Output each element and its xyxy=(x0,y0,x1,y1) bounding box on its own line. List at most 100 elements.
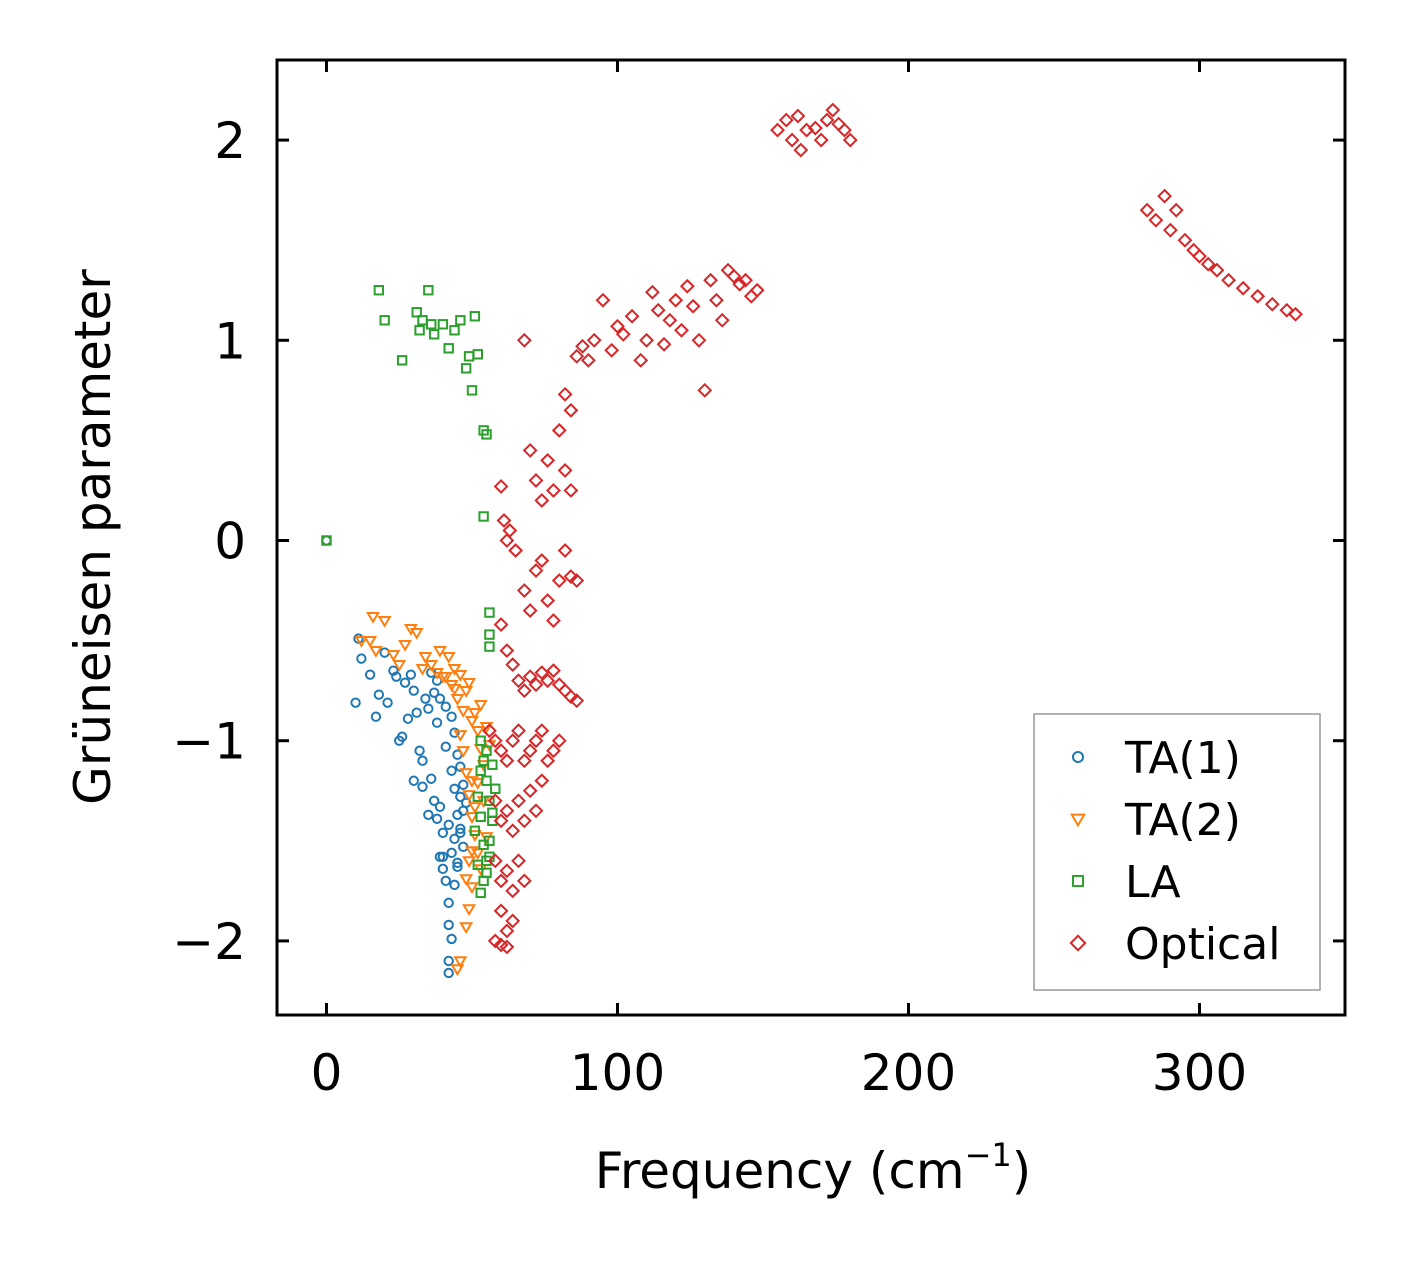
data-point xyxy=(546,483,561,498)
data-point xyxy=(440,741,451,752)
data-point xyxy=(434,851,446,863)
data-point xyxy=(546,663,561,679)
data-point xyxy=(528,803,544,819)
data-point xyxy=(373,689,385,700)
data-point xyxy=(709,292,724,308)
data-point xyxy=(449,879,460,891)
data-point xyxy=(487,807,498,818)
data-point xyxy=(434,801,446,812)
data-point xyxy=(819,112,835,128)
data-point xyxy=(356,653,367,664)
data-point xyxy=(458,779,469,790)
data-point xyxy=(482,723,497,739)
data-point xyxy=(460,363,472,374)
data-point xyxy=(443,819,454,831)
data-point xyxy=(528,473,544,488)
x-axis-label: Frequency (cm−1) xyxy=(595,1136,1032,1200)
data-point xyxy=(456,706,471,718)
data-point xyxy=(505,657,521,673)
data-point xyxy=(1288,306,1303,322)
data-point xyxy=(472,859,483,871)
data-point xyxy=(426,319,437,330)
data-point xyxy=(411,707,422,718)
data-point xyxy=(511,723,526,739)
data-point xyxy=(770,122,785,138)
data-point xyxy=(639,332,654,348)
data-point xyxy=(624,308,640,324)
data-point xyxy=(470,848,485,861)
data-point xyxy=(377,615,392,628)
data-point xyxy=(726,268,742,284)
data-point xyxy=(1162,222,1178,238)
legend-marker xyxy=(1069,934,1087,952)
data-point xyxy=(633,352,649,368)
data-point xyxy=(842,132,858,148)
data-point xyxy=(493,743,509,759)
data-point xyxy=(793,142,809,158)
data-point xyxy=(516,813,532,829)
data-point xyxy=(528,677,544,693)
data-point xyxy=(580,352,596,368)
legend-label: TA(2) xyxy=(1124,795,1241,846)
data-point xyxy=(484,795,495,806)
data-point xyxy=(447,684,462,696)
data-point xyxy=(546,613,561,629)
y-tick-label: 2 xyxy=(214,112,246,170)
data-point xyxy=(493,873,509,889)
data-point xyxy=(431,813,443,824)
data-point xyxy=(511,793,526,809)
data-point xyxy=(386,649,401,662)
data-point xyxy=(615,326,631,342)
data-point xyxy=(446,765,457,776)
data-point xyxy=(563,483,579,498)
data-point xyxy=(813,132,829,148)
data-point xyxy=(449,783,460,794)
data-point xyxy=(465,882,479,895)
data-point xyxy=(807,120,823,136)
data-point xyxy=(551,573,567,588)
data-point xyxy=(784,132,800,148)
data-point xyxy=(487,853,503,869)
data-point xyxy=(437,319,449,330)
data-point xyxy=(484,607,495,618)
data-point xyxy=(449,325,460,336)
data-point xyxy=(370,711,382,722)
data-point xyxy=(1168,202,1184,218)
data-point xyxy=(459,874,474,887)
data-point xyxy=(443,897,454,909)
data-point xyxy=(1192,248,1207,264)
data-point xyxy=(440,875,451,887)
data-point xyxy=(402,713,414,724)
data-point xyxy=(475,811,486,822)
data-point xyxy=(505,913,521,929)
data-point xyxy=(499,863,515,879)
data-point xyxy=(446,933,457,945)
data-point xyxy=(569,573,585,588)
data-point xyxy=(424,659,439,672)
data-point xyxy=(478,839,489,851)
data-point xyxy=(499,643,515,659)
data-point xyxy=(502,523,518,538)
data-point xyxy=(650,302,666,318)
data-point xyxy=(679,278,695,294)
legend-label: TA(1) xyxy=(1124,733,1241,784)
data-point xyxy=(656,336,672,352)
data-point xyxy=(732,276,748,292)
data-point xyxy=(534,553,550,568)
data-point xyxy=(452,861,463,873)
data-point xyxy=(472,349,483,360)
data-point xyxy=(522,743,538,759)
data-point xyxy=(455,827,466,839)
data-point xyxy=(668,292,684,308)
data-point xyxy=(575,338,590,354)
series-la xyxy=(321,285,501,899)
data-point xyxy=(449,727,460,738)
data-point xyxy=(534,773,550,789)
data-point xyxy=(455,315,466,326)
data-point xyxy=(447,663,462,676)
data-point xyxy=(408,685,419,696)
data-point xyxy=(452,857,463,869)
data-point xyxy=(423,285,434,296)
data-point xyxy=(511,673,526,689)
